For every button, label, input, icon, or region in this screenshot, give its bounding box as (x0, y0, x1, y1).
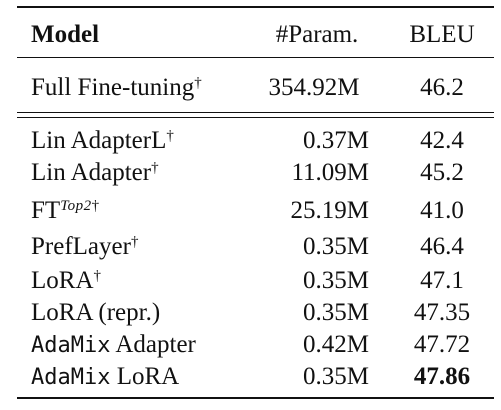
adamix-mono: AdaMix (31, 365, 111, 390)
bleu-value: 42.4 (420, 127, 464, 154)
param-value: 0.35M (303, 267, 369, 294)
dagger-mark: † (194, 74, 202, 91)
table-row: AdaMix Adapter 0.42M 47.72 (0, 328, 501, 361)
adamix-mono: AdaMix (31, 333, 111, 358)
model-name: AdaMix Adapter (31, 331, 196, 358)
model-name: Full Fine-tuning† (31, 74, 202, 101)
param-value: 25.19M (290, 197, 369, 224)
dagger-mark: † (91, 197, 100, 214)
model-name: LoRA (repr.) (31, 299, 161, 326)
bleu-value: 47.1 (420, 267, 464, 294)
param-value: 0.35M (303, 363, 369, 390)
top2-superscript: Top2 (60, 197, 92, 214)
param-value: 0.35M (303, 233, 369, 260)
bleu-value: 41.0 (420, 197, 464, 224)
param-value: 0.37M (303, 127, 369, 154)
model-name: Lin Adapter† (31, 159, 159, 186)
header-bleu: BLEU (409, 21, 475, 48)
table-row: FTTop2† 25.19M 41.0 (0, 194, 501, 227)
model-name: LoRA† (31, 267, 102, 294)
bleu-value: 47.72 (413, 331, 471, 358)
dagger-mark: † (130, 233, 139, 250)
mid-rule-lower (17, 117, 494, 118)
dagger-mark: † (151, 159, 159, 176)
model-name: FTTop2† (31, 197, 100, 224)
param-value: 354.92M (268, 74, 360, 101)
header-model: Model (31, 21, 100, 48)
bleu-value: 47.35 (413, 299, 471, 326)
header-param: #Param. (275, 21, 359, 48)
model-name: PrefLayer† (31, 233, 139, 260)
table-row: Lin AdapterL† 0.37M 42.4 (0, 124, 501, 157)
dagger-mark: † (93, 267, 102, 284)
bottom-rule (17, 397, 494, 399)
param-value: 0.35M (303, 299, 369, 326)
table-row: AdaMix LoRA 0.35M 47.86 (0, 360, 501, 393)
dagger-mark: † (166, 127, 174, 144)
bleu-value: 46.4 (420, 233, 464, 260)
param-value: 11.09M (291, 159, 369, 186)
table-row: PrefLayer† 0.35M 46.4 (0, 230, 501, 263)
table-row: Lin Adapter† 11.09M 45.2 (0, 156, 501, 189)
param-value: 0.42M (303, 331, 369, 358)
table-row: LoRA (repr.) 0.35M 47.35 (0, 296, 501, 329)
bleu-value: 46.2 (420, 74, 464, 101)
bleu-value: 45.2 (420, 159, 464, 186)
top-rule (17, 6, 494, 8)
model-name: Lin AdapterL† (31, 127, 174, 154)
mid-rule-upper (17, 112, 494, 113)
table-row: LoRA† 0.35M 47.1 (0, 264, 501, 297)
header-rule (17, 57, 494, 58)
model-name: AdaMix LoRA (31, 363, 180, 390)
full-finetuning-row: Full Fine-tuning† 354.92M 46.2 (0, 71, 501, 104)
bleu-value-best: 47.86 (413, 363, 471, 390)
header-row: Model #Param. BLEU (0, 18, 501, 51)
